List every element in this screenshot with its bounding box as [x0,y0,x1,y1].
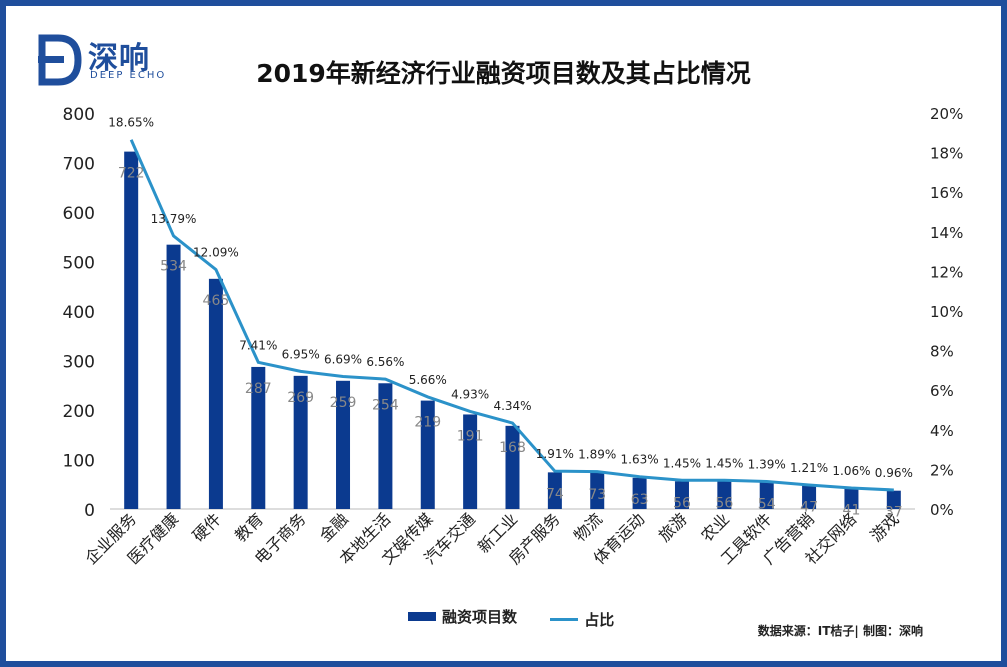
data-source: 数据来源：IT桔子| 制图：深响 [757,624,923,638]
bar [124,151,139,510]
bar-value-label: 191 [457,428,484,444]
y2-tick-label: 18% [930,145,963,163]
y2-tick-label: 2% [930,461,954,479]
bar [420,400,435,509]
share-line [129,139,894,492]
y-tick-label: 100 [63,452,95,472]
y2-tick-label: 8% [930,343,954,361]
bar-value-label: 168 [499,440,526,456]
deep-echo-logo-icon [38,34,82,86]
y2-tick-label: 20% [930,105,963,123]
bar-value-label: 269 [287,390,314,406]
line-value-label: 6.95% [282,347,320,361]
bar-value-label: 259 [330,395,357,411]
x-tick-label: 旅游 [655,509,691,545]
line-value-label: 13.79% [151,212,197,226]
line-value-label: 0.96% [875,466,913,480]
line-value-label: 7.41% [239,338,277,352]
legend-item-bar: 融资项目数 [408,606,517,627]
line-value-label: 12.09% [193,246,239,260]
bar-value-label: 219 [414,415,441,431]
y2-tick-label: 14% [930,224,963,242]
y-tick-label: 400 [63,303,95,323]
legend: 融资项目数 占比 [408,606,642,630]
bar [208,278,223,509]
bar-value-label: 722 [118,166,145,182]
line-value-label: 1.89% [578,448,616,462]
bar [717,481,732,509]
bar-value-label: 41 [843,503,861,519]
x-tick-label: 硬件 [189,509,225,545]
bar-value-label: 37 [885,505,903,521]
bar-value-label: 254 [372,397,399,413]
line-value-label: 1.39% [748,457,786,471]
x-tick-label: 教育 [231,509,267,545]
y2-tick-label: 4% [930,422,954,440]
bar [590,472,605,509]
y2-tick-label: 12% [930,263,963,281]
bar-value-label: 63 [631,492,649,508]
line-value-label: 6.56% [366,355,404,369]
x-tick-label: 金融 [316,509,352,545]
line-value-label: 1.45% [663,456,701,470]
bar [632,477,647,509]
brand-sub: DEEP ECHO [90,70,167,81]
bar-value-label: 54 [758,496,776,512]
line-value-label: 5.66% [409,373,447,387]
legend-line-swatch [550,618,579,621]
bar [251,366,266,509]
bar [844,488,859,509]
bar [166,244,181,510]
y-tick-label: 500 [63,254,95,274]
chart-title: 2019年新经济行业融资项目数及其占比情况 [256,59,751,88]
line-value-label: 1.21% [790,461,828,475]
y2-tick-label: 16% [930,184,963,202]
brand-name: 深响 [88,41,150,76]
bar-value-label: 465 [203,293,230,309]
line-value-label: 1.91% [536,447,574,461]
bar-value-label: 56 [715,495,733,511]
bar [674,481,689,509]
y-tick-label: 700 [63,155,95,175]
line-value-label: 6.69% [324,353,362,367]
y2-tick-label: 0% [930,501,954,519]
y2-tick-label: 6% [930,382,954,400]
bar [336,380,351,509]
line-value-label: 4.34% [493,399,531,413]
bar [886,490,901,509]
bar-value-label: 73 [588,487,606,503]
legend-bar-swatch [408,612,436,621]
bar [463,414,478,509]
line-value-label: 1.45% [705,456,743,470]
bar-value-label: 534 [160,259,187,275]
y-tick-label: 800 [63,105,95,125]
bar [547,472,562,509]
x-tick-label: 农业 [697,509,733,545]
legend-item-line: 占比 [550,609,614,630]
y-tick-label: 300 [63,353,95,373]
bar [378,383,393,509]
x-tick-label: 物流 [570,509,606,545]
y-tick-label: 0 [84,501,95,521]
line-value-label: 4.93% [451,387,489,401]
bar-value-label: 47 [800,500,818,516]
legend-label-bar: 融资项目数 [442,608,518,626]
legend-label-line: 占比 [584,611,615,629]
bar [505,425,520,509]
bar-value-label: 56 [673,495,691,511]
line-value-label: 1.06% [832,464,870,478]
y-tick-label: 200 [63,402,95,422]
line-value-label: 18.65% [108,116,154,130]
bar [759,482,774,509]
bar [802,485,817,509]
bar-value-label: 74 [546,486,564,502]
bar-value-label: 287 [245,381,272,397]
bar [293,375,308,509]
line-value-label: 1.63% [621,453,659,467]
y-tick-label: 600 [63,204,95,224]
y2-tick-label: 10% [930,303,963,321]
